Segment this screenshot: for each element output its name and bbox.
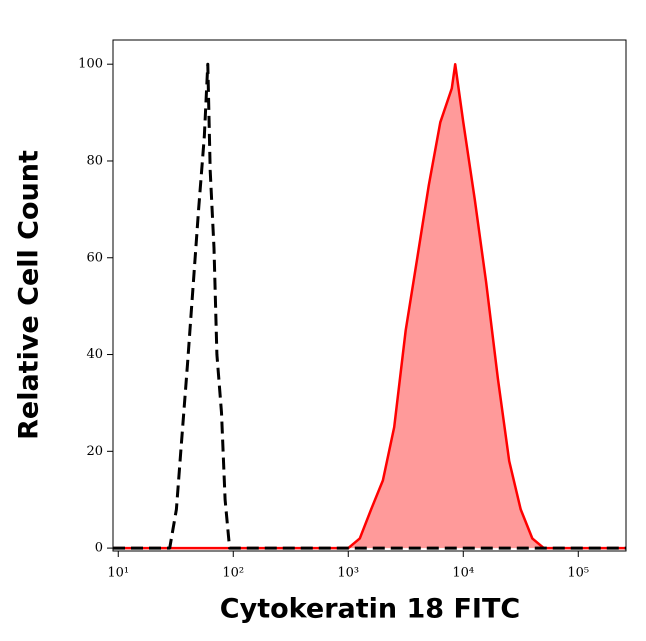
x-axis-title: Cytokeratin 18 FITC [220, 594, 520, 625]
y-tick-label: 40 [86, 347, 103, 362]
x-tick-label: 10³ [337, 566, 359, 581]
x-tick-label: 10⁵ [567, 566, 589, 581]
x-tick-label: 10² [222, 566, 244, 581]
plot-frame [112, 39, 627, 552]
y-axis-title: Relative Cell Count [14, 150, 45, 440]
y-tick-label: 20 [86, 444, 103, 459]
line [113, 62, 626, 550]
x-tick-label: 10⁴ [452, 566, 474, 581]
y-tick-label: 0 [95, 541, 103, 556]
y-tick-label: 60 [86, 250, 103, 265]
area [113, 64, 626, 549]
y-tick-label: 80 [86, 153, 103, 168]
y-tick-label: 100 [78, 57, 103, 72]
line [113, 62, 626, 550]
x-tick-label: 10¹ [107, 566, 129, 581]
